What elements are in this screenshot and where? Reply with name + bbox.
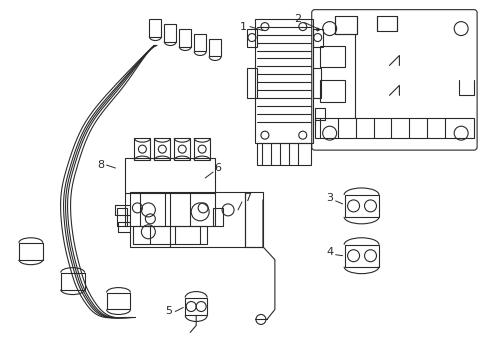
Text: 2: 2 [294, 14, 301, 24]
Bar [319, 45, 344, 67]
Text: 7: 7 [244, 193, 251, 203]
Bar [312, 68, 320, 98]
Bar [344, 195, 379, 217]
Bar [179, 28, 191, 46]
Bar [246, 28, 256, 46]
Bar [174, 138, 190, 160]
Bar [134, 138, 150, 160]
Bar [194, 138, 210, 160]
Bar [149, 19, 161, 37]
Text: 1: 1 [239, 22, 246, 32]
Text: 4: 4 [325, 247, 332, 257]
Bar [344, 245, 379, 267]
Bar [254, 19, 312, 143]
Bar [312, 28, 322, 46]
Text: 3: 3 [325, 193, 332, 203]
Bar [154, 138, 170, 160]
Bar [246, 68, 256, 98]
Bar [164, 24, 176, 41]
Bar [209, 39, 221, 57]
Bar [256, 143, 310, 165]
Bar [213, 208, 223, 226]
Bar [194, 33, 206, 51]
Text: 6: 6 [214, 163, 221, 173]
Bar [117, 208, 127, 226]
Bar [314, 118, 473, 138]
Bar [319, 80, 344, 102]
Bar [125, 158, 215, 226]
Bar [377, 15, 397, 31]
Bar [133, 226, 207, 244]
Text: 5: 5 [164, 306, 171, 316]
Bar [244, 192, 263, 247]
Bar [185, 298, 207, 315]
Text: 8: 8 [97, 160, 104, 170]
Bar [334, 15, 356, 33]
Bar [130, 192, 244, 247]
